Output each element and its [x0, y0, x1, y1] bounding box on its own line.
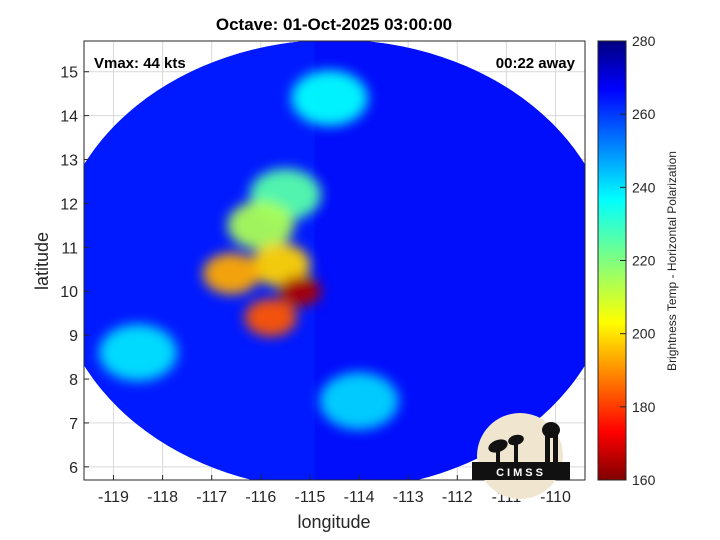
y-tick-label: 10: [60, 284, 78, 301]
x-axis-label: longitude: [297, 512, 370, 532]
logo-dish: [488, 439, 508, 453]
x-tick-label: -112: [442, 489, 473, 506]
x-tick-label: -113: [393, 489, 424, 506]
x-tick-label: -115: [295, 489, 326, 506]
colorbar-tick-label: 160: [632, 472, 656, 488]
x-tick-label: -119: [98, 489, 129, 506]
logo-tower-tank: [542, 422, 560, 438]
y-tick-label: 6: [69, 460, 78, 477]
swath-background: [84, 41, 585, 480]
x-tick-label: -116: [245, 489, 276, 506]
y-tick-label: 14: [60, 109, 78, 126]
colorbar-tick-label: 180: [632, 399, 656, 415]
y-tick-label: 9: [69, 328, 78, 345]
colorbar-tick-label: 240: [632, 179, 656, 195]
logo-dish: [508, 434, 524, 446]
chart-title: Octave: 01-Oct-2025 03:00:00: [216, 15, 452, 34]
logo-text: CIMSS: [496, 467, 546, 479]
swath-clip-group: [84, 41, 585, 480]
logo-dish-mount: [496, 448, 500, 463]
swath-image: [84, 41, 585, 480]
y-tick-label: 12: [60, 196, 78, 213]
cold-feature: [319, 372, 399, 430]
cimss-logo: CIMSS: [472, 413, 570, 499]
y-tick-label: 15: [60, 65, 78, 82]
colorbar-tick-label: 200: [632, 326, 656, 342]
colorbar-tick-label: 280: [632, 33, 656, 49]
y-axis-label: latitude: [32, 232, 52, 290]
x-tick-label: -117: [196, 489, 227, 506]
logo-tower-leg: [545, 432, 550, 464]
x-tick-label: -110: [540, 489, 571, 506]
cold-feature: [250, 243, 311, 287]
plot-frame: [83, 40, 586, 481]
cold-feature: [279, 275, 322, 307]
colorbar-tick-label: 260: [632, 106, 656, 122]
colorbar-ticks: 160 180 200 220 240 260 280: [620, 33, 656, 488]
x-tick-label: -118: [147, 489, 178, 506]
y-tick-label: 13: [60, 153, 78, 170]
cold-features: [99, 70, 399, 430]
cold-feature: [244, 298, 297, 337]
x-axis-ticks: -119 -118 -117 -116 -115 -114 -113 -112 -111 -110: [98, 475, 571, 506]
logo-dish-mount: [514, 444, 518, 463]
colorbar-label: Brightness Temp - Horizontal Polarizatio…: [665, 151, 679, 371]
y-axis-ticks: 6 7 8 9 10 11 12 13 14 15: [60, 65, 89, 477]
vmax-annotation: Vmax: 44 kts: [94, 55, 186, 72]
plot-area: -119 -118 -117 -116 -115 -114 -113 -112 -111 -110…: [60, 40, 586, 506]
cold-feature: [291, 70, 368, 126]
x-tick-label: -114: [344, 489, 375, 506]
colorbar: 160 180 200 220 240 260 280 Brightness Temp - …: [597, 33, 679, 488]
y-tick-label: 11: [61, 240, 78, 257]
y-tick-label: 7: [69, 416, 78, 433]
time-away-annotation: 00:22 away: [496, 55, 576, 72]
cold-feature: [202, 253, 260, 295]
y-tick-label: 8: [69, 372, 78, 389]
cold-feature: [227, 201, 295, 250]
colorbar-tick-label: 220: [632, 253, 656, 269]
logo-ground: [472, 462, 570, 480]
logo-tower-leg: [553, 432, 558, 464]
cold-feature: [99, 324, 178, 382]
